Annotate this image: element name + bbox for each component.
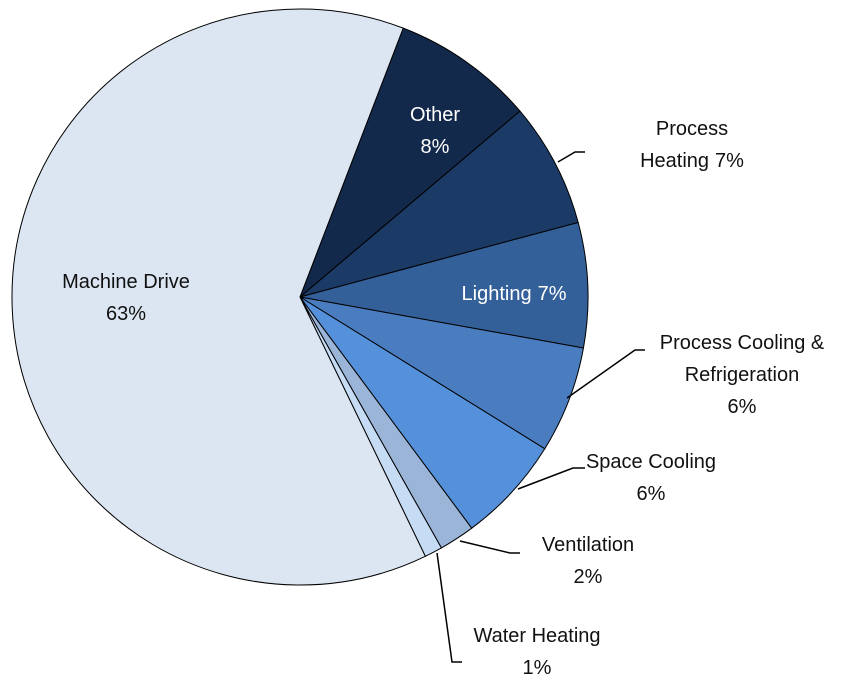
pie-slice (299, 110, 579, 298)
slice-name: Process Heating (640, 118, 729, 172)
leader-line (459, 540, 520, 554)
slice-value: 63% (105, 303, 147, 325)
slice-value: 7% (537, 283, 567, 305)
pie-slice (11, 8, 427, 586)
slice-name: Ventilation (541, 534, 635, 556)
slice-label: Space Cooling 6% (586, 446, 716, 510)
slice-name: Space Cooling (585, 451, 717, 473)
slice-label: Process Cooling & Refrigeration 6% (642, 327, 842, 423)
pie-slice (299, 27, 521, 298)
slice-label: Machine Drive 63% (62, 266, 190, 330)
leader-line (557, 151, 585, 163)
slice-name: Machine Drive (62, 271, 190, 293)
slice-label: Other 8% (410, 99, 460, 163)
slice-value: 6% (727, 396, 757, 418)
slice-value: 2% (573, 566, 603, 588)
slice-label: Process Heating 7% (615, 113, 770, 177)
slice-value: 7% (715, 150, 744, 172)
slice-name: Other (409, 104, 461, 126)
slice-name: Lighting (461, 283, 532, 305)
leader-line (566, 349, 645, 399)
slice-value: 1% (522, 657, 552, 679)
leader-line (436, 552, 462, 663)
slice-label: Water Heating 1% (473, 620, 600, 684)
leader-line (517, 467, 585, 490)
slice-label: Lighting 7% (462, 278, 567, 310)
slice-value: 8% (420, 136, 450, 158)
slice-name: Water Heating (473, 625, 601, 647)
pie-slice (299, 221, 589, 349)
slice-value: 6% (636, 483, 666, 505)
slice-name: Process Cooling & Refrigeration (659, 332, 825, 386)
slice-label: Ventilation 2% (542, 529, 634, 593)
